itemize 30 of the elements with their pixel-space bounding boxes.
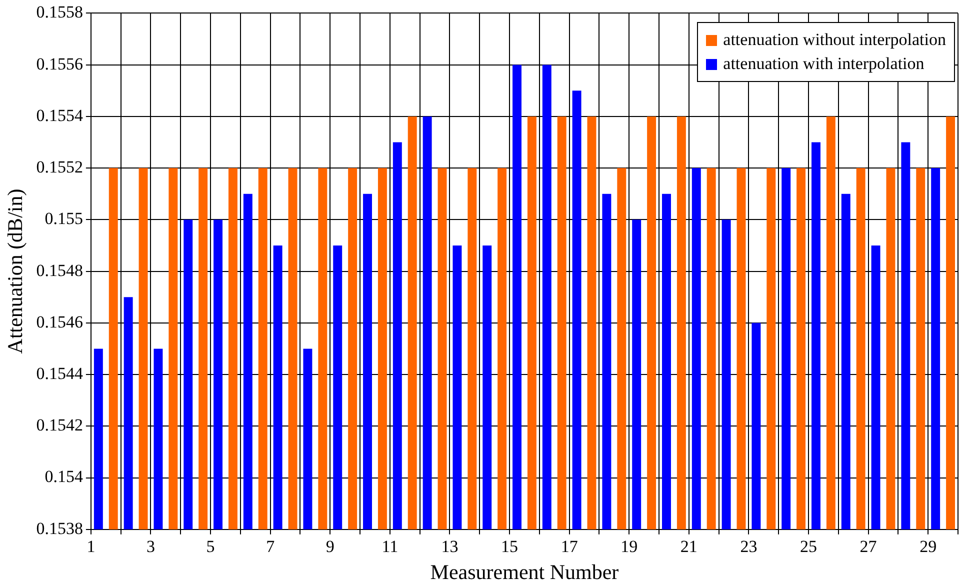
x-tick-label: 25 bbox=[800, 537, 818, 556]
y-tick-label: 0.1552 bbox=[36, 158, 83, 177]
x-tick-label: 15 bbox=[501, 537, 518, 556]
y-axis-title: Attenuation (dB/in) bbox=[3, 188, 28, 354]
x-tick-label: 29 bbox=[920, 537, 937, 556]
x-tick-label: 3 bbox=[146, 537, 155, 556]
legend-label: attenuation without interpolation bbox=[723, 30, 946, 50]
x-tick-label: 21 bbox=[680, 537, 698, 556]
x-tick-label: 5 bbox=[206, 537, 215, 556]
x-tick-label: 11 bbox=[382, 537, 398, 556]
legend-label: attenuation with interpolation bbox=[723, 54, 924, 74]
y-tick-label: 0.154 bbox=[44, 467, 84, 486]
y-tick-label: 0.1538 bbox=[36, 518, 83, 538]
y-tick-label: 0.155 bbox=[44, 209, 83, 228]
y-tick-label: 0.1558 bbox=[36, 2, 83, 22]
y-tick-label: 0.1556 bbox=[36, 54, 83, 74]
x-tick-label: 27 bbox=[860, 537, 878, 556]
x-tick-label: 1 bbox=[86, 537, 96, 556]
x-tick-label: 7 bbox=[266, 537, 276, 556]
x-tick-label: 13 bbox=[441, 537, 458, 556]
y-tick-label: 0.1548 bbox=[36, 260, 83, 280]
x-axis-title: Measurement Number bbox=[430, 560, 619, 584]
y-tick-label: 0.1554 bbox=[36, 106, 84, 125]
y-tick-label: 0.1546 bbox=[36, 312, 83, 332]
x-tick-label: 19 bbox=[620, 537, 638, 556]
y-tick-label: 0.1544 bbox=[36, 364, 84, 384]
x-tick-label: 9 bbox=[326, 537, 334, 556]
x-tick-label: 17 bbox=[560, 537, 578, 556]
y-tick-label: 0.1542 bbox=[36, 416, 83, 435]
x-tick-label: 23 bbox=[740, 537, 758, 556]
